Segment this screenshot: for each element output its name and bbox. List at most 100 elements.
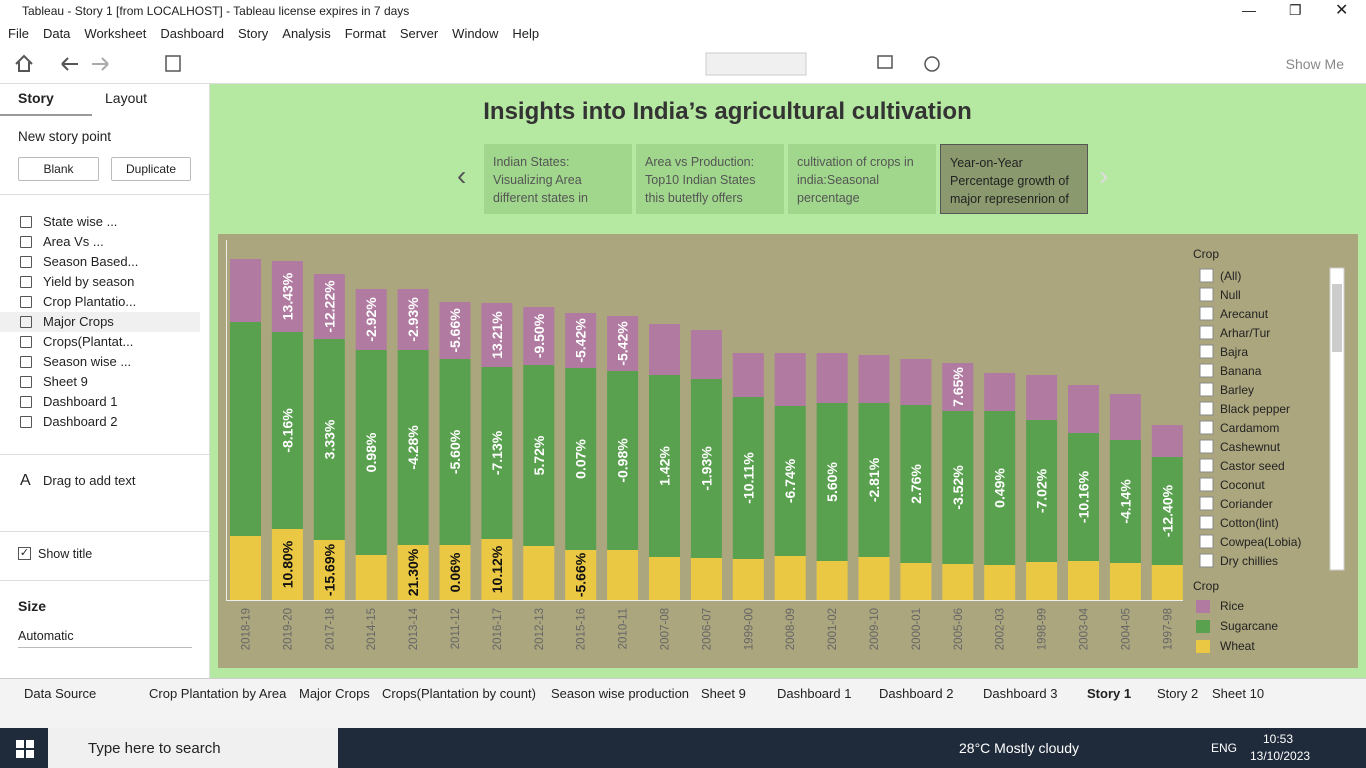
bar-segment[interactable] — [565, 368, 597, 550]
clock-date[interactable]: 13/10/2023 — [1250, 749, 1311, 763]
bar-segment[interactable] — [313, 274, 345, 339]
bar-segment[interactable] — [439, 545, 471, 600]
sheet-item[interactable]: State wise ... — [0, 212, 200, 232]
sheet-item[interactable]: Area Vs ... — [0, 232, 200, 252]
story-point[interactable]: Area vs Production: Top10 Indian States … — [636, 144, 784, 214]
bar-segment[interactable] — [690, 330, 722, 379]
bar-segment[interactable] — [816, 353, 848, 403]
filter-checkbox[interactable] — [1199, 534, 1214, 549]
size-dropdown[interactable] — [705, 52, 807, 76]
sheet-tab[interactable]: Dashboard 2 — [879, 686, 954, 701]
filter-checkbox[interactable] — [1199, 287, 1214, 302]
bar-segment[interactable] — [900, 563, 932, 600]
bar-segment[interactable] — [523, 546, 555, 600]
filter-checkbox[interactable] — [1199, 325, 1214, 340]
menu-item[interactable]: Data — [42, 26, 71, 41]
bar-segment[interactable] — [732, 353, 764, 397]
bar-segment[interactable] — [1026, 420, 1058, 562]
sheet-item[interactable]: Yield by season — [0, 272, 200, 292]
story-point[interactable]: cultivation of crops in india:Seasonal p… — [788, 144, 936, 214]
bar-segment[interactable] — [565, 313, 597, 368]
bar-segment[interactable] — [1109, 394, 1141, 440]
bar-segment[interactable] — [481, 303, 513, 367]
bar-segment[interactable] — [774, 406, 806, 556]
clock-time[interactable]: 10:53 — [1263, 732, 1294, 746]
drag-text[interactable]: Drag to add text — [43, 473, 136, 488]
prev-arrow[interactable]: ‹ — [457, 160, 467, 191]
menu-item[interactable]: Analysis — [282, 26, 331, 41]
menu-item[interactable]: Format — [344, 26, 386, 41]
size-dropdown[interactable]: Automatic — [18, 629, 192, 648]
bar-segment[interactable] — [816, 403, 848, 561]
blank-button[interactable]: Blank — [18, 157, 99, 181]
bar-segment[interactable] — [271, 332, 303, 529]
duplicate-button[interactable]: Duplicate — [111, 157, 191, 181]
share-icon[interactable] — [924, 56, 940, 72]
bar-segment[interactable] — [523, 307, 555, 365]
bar-segment[interactable] — [774, 353, 806, 406]
bar-segment[interactable] — [607, 316, 639, 371]
show-me[interactable]: Show Me — [1285, 56, 1344, 72]
start-button[interactable] — [16, 740, 34, 758]
bar-segment[interactable] — [900, 359, 932, 405]
menu-item[interactable]: Server — [399, 26, 439, 41]
bar-segment[interactable] — [271, 529, 303, 600]
search-box[interactable]: Type here to search — [48, 728, 338, 768]
bar-segment[interactable] — [1026, 562, 1058, 600]
filter-checkbox[interactable] — [1199, 306, 1214, 321]
filter-checkbox[interactable] — [1199, 268, 1214, 283]
bar-segment[interactable] — [439, 359, 471, 545]
bar-segment[interactable] — [690, 379, 722, 558]
sheet-item[interactable]: Crops(Plantat... — [0, 332, 200, 352]
next-arrow[interactable]: › — [1099, 160, 1109, 191]
language[interactable]: ENG — [1211, 741, 1238, 755]
home-icon[interactable] — [15, 54, 33, 72]
bar-segment[interactable] — [942, 564, 974, 600]
bar-segment[interactable] — [1109, 563, 1141, 600]
bar-segment[interactable] — [690, 558, 722, 600]
bar-segment[interactable] — [355, 350, 387, 555]
bar-segment[interactable] — [523, 365, 555, 546]
layout-tab[interactable]: Layout — [105, 90, 148, 106]
bar-segment[interactable] — [607, 550, 639, 600]
menu-item[interactable]: Help — [512, 26, 540, 41]
bar-segment[interactable] — [397, 350, 429, 545]
bar-segment[interactable] — [230, 536, 261, 600]
undo-icon[interactable] — [61, 57, 78, 71]
filter-checkbox[interactable] — [1199, 496, 1214, 511]
bar-segment[interactable] — [984, 565, 1016, 600]
story-point[interactable]: Indian States: Visualizing Area differen… — [484, 144, 632, 214]
bar-segment[interactable] — [984, 373, 1016, 411]
sheet-item[interactable]: Major Crops — [0, 312, 200, 332]
bar-segment[interactable] — [397, 545, 429, 600]
bar-segment[interactable] — [816, 561, 848, 600]
bar-segment[interactable] — [942, 363, 974, 411]
bar-segment[interactable] — [942, 411, 974, 564]
filter-thumb[interactable] — [1332, 284, 1342, 352]
bar-segment[interactable] — [565, 550, 597, 600]
close[interactable]: ✕ — [1335, 2, 1349, 19]
sheet-tab[interactable]: Sheet 9 — [701, 686, 746, 701]
filter-checkbox[interactable] — [1199, 382, 1214, 397]
sheet-tab[interactable]: Crops(Plantation by count) — [382, 686, 536, 701]
bar-segment[interactable] — [481, 539, 513, 600]
bar-segment[interactable] — [1151, 457, 1183, 565]
legend-swatch[interactable] — [1196, 600, 1210, 613]
sheet-tab[interactable]: Data Source — [24, 686, 97, 701]
bar-segment[interactable] — [984, 411, 1016, 565]
bar-segment[interactable] — [439, 302, 471, 359]
menu-item[interactable]: Dashboard — [160, 26, 224, 41]
filter-checkbox[interactable] — [1199, 553, 1214, 568]
sheet-item[interactable]: Crop Plantatio... — [0, 292, 200, 312]
bar-segment[interactable] — [355, 555, 387, 600]
sheet-item[interactable]: Dashboard 1 — [0, 392, 200, 412]
filter-checkbox[interactable] — [1199, 363, 1214, 378]
show-title-checkbox[interactable]: ✓ — [18, 547, 31, 560]
bar-segment[interactable] — [774, 556, 806, 600]
bar-segment[interactable] — [900, 405, 932, 563]
weather[interactable]: 28°C Mostly cloudy — [959, 740, 1079, 756]
redo-icon[interactable] — [92, 57, 109, 71]
filter-checkbox[interactable] — [1199, 420, 1214, 435]
bar-segment[interactable] — [313, 540, 345, 600]
story-point[interactable]: Year-on-Year Percentage growth of major … — [940, 144, 1088, 214]
